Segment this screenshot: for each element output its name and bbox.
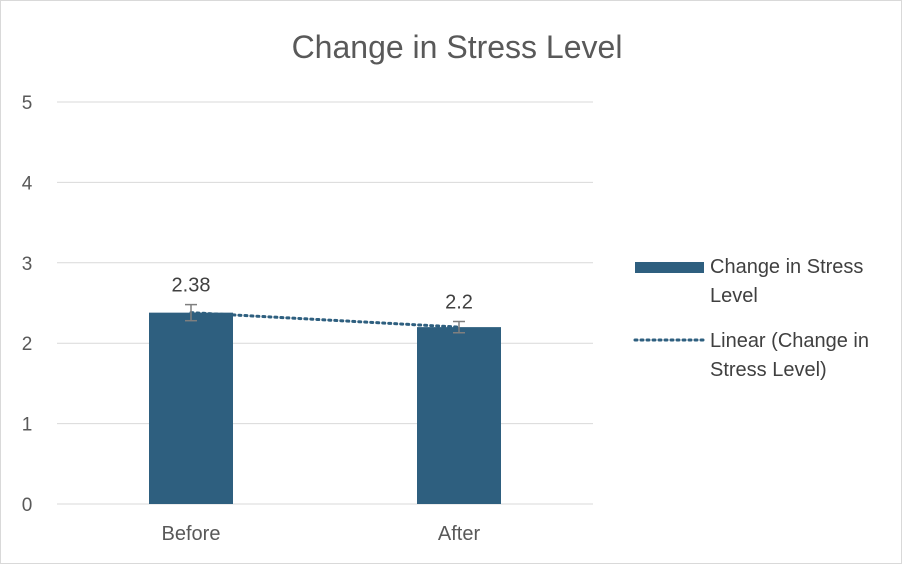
legend-bar-swatch [635, 262, 704, 273]
data-label: 2.38 [172, 275, 211, 297]
error-bars [185, 303, 465, 334]
trendline [189, 311, 461, 329]
y-tick-label: 2 [22, 334, 33, 355]
x-tick-label: Before [162, 523, 221, 545]
bars [149, 312, 501, 504]
legend-trend-label-line1: Linear (Change in [710, 330, 869, 352]
trendline-line [189, 311, 461, 329]
y-tick-label: 4 [22, 173, 33, 194]
y-tick-label: 5 [22, 93, 33, 114]
legend-bar-label-line1: Change in Stress [710, 256, 863, 278]
y-tick-label: 1 [22, 415, 33, 436]
legend: Change in Stress Level Linear (Change in… [633, 256, 869, 381]
bar-before [149, 312, 233, 504]
y-tick-label: 3 [22, 254, 33, 275]
y-axis-ticks: 0 1 2 3 4 5 [22, 93, 33, 516]
bar-after [417, 327, 501, 504]
legend-trend-label-line2: Stress Level) [710, 359, 827, 381]
y-tick-label: 0 [22, 495, 33, 516]
x-axis-ticks: Before After [162, 523, 481, 545]
legend-bar-label-line2: Level [710, 285, 758, 307]
data-labels: 2.38 2.2 [172, 275, 473, 314]
data-label: 2.2 [445, 291, 473, 313]
x-tick-label: After [438, 523, 481, 545]
chart-title: Change in Stress Level [292, 29, 623, 65]
gridlines [57, 101, 593, 505]
